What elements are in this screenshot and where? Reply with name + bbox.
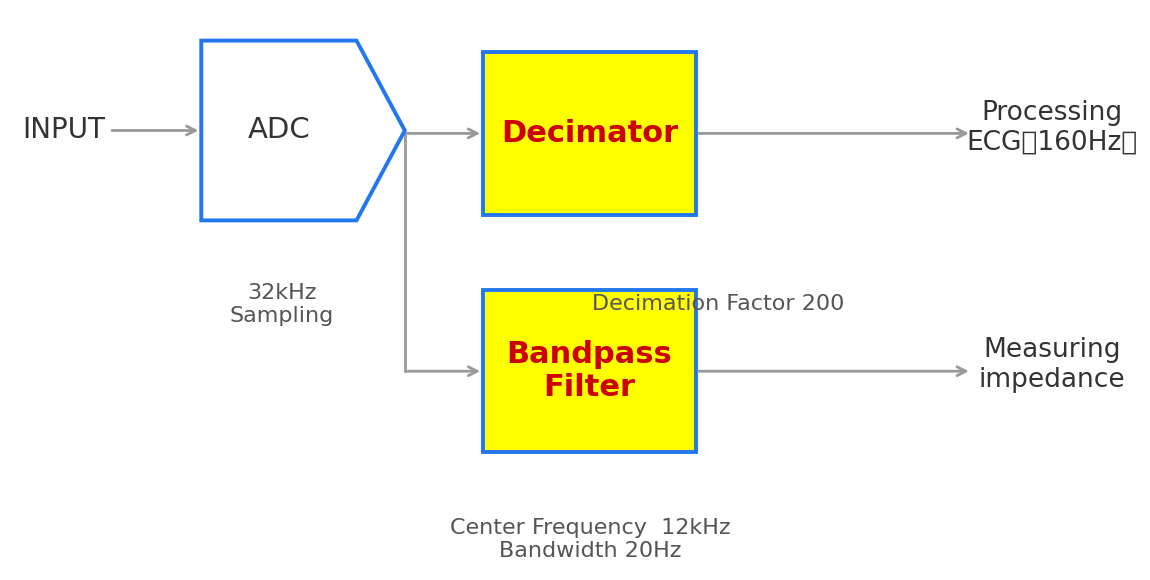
Polygon shape bbox=[201, 41, 405, 220]
Text: 32kHz
Sampling: 32kHz Sampling bbox=[230, 283, 333, 326]
Text: Decimator: Decimator bbox=[500, 119, 678, 148]
Text: Bandpass
Filter: Bandpass Filter bbox=[506, 340, 673, 403]
FancyBboxPatch shape bbox=[483, 52, 696, 215]
FancyBboxPatch shape bbox=[483, 290, 696, 452]
Text: Measuring
impedance: Measuring impedance bbox=[979, 338, 1126, 393]
Text: INPUT: INPUT bbox=[22, 117, 105, 144]
Text: Decimation Factor 200: Decimation Factor 200 bbox=[592, 295, 844, 314]
Text: Center Frequency  12kHz
Bandwidth 20Hz: Center Frequency 12kHz Bandwidth 20Hz bbox=[450, 518, 730, 561]
Text: Processing
ECG（160Hz）: Processing ECG（160Hz） bbox=[967, 100, 1137, 155]
Text: ADC: ADC bbox=[247, 117, 310, 144]
